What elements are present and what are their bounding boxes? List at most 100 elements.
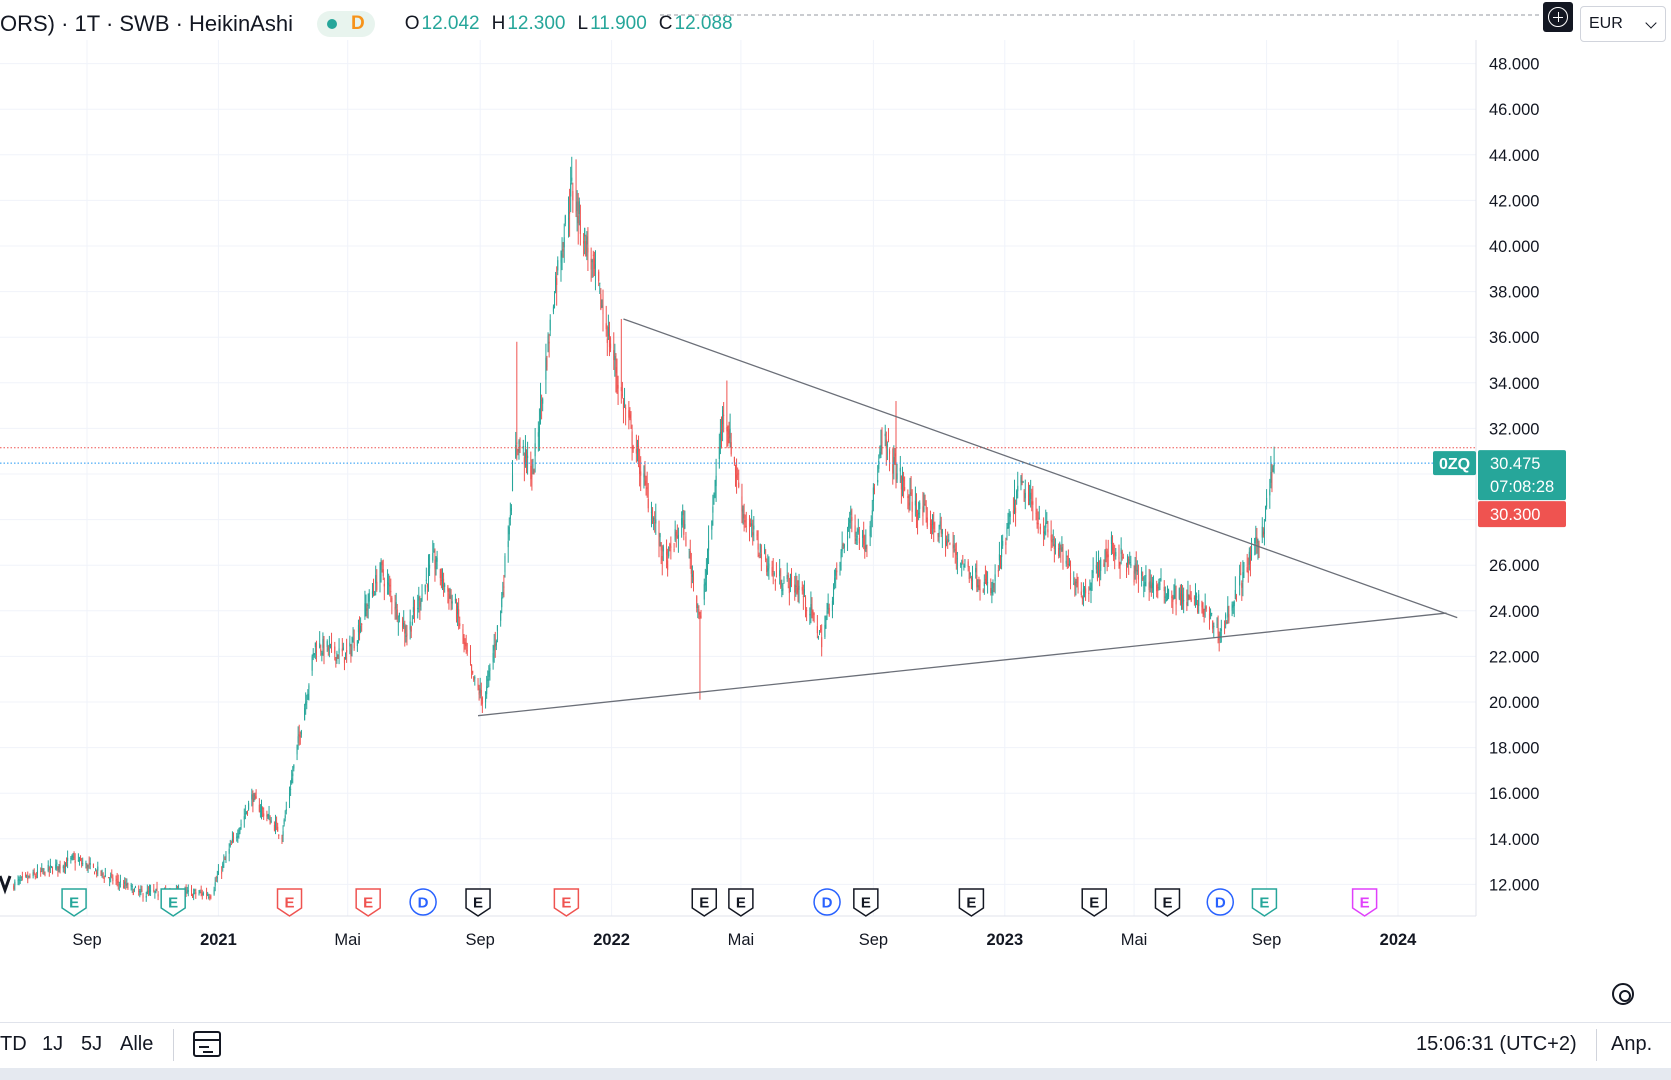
candle-body bbox=[658, 532, 660, 546]
candle-body bbox=[217, 871, 219, 875]
candle-body bbox=[1180, 590, 1183, 597]
candle-body bbox=[835, 570, 837, 576]
candle-body bbox=[919, 502, 921, 509]
candle-body bbox=[102, 873, 104, 875]
candle-body bbox=[388, 583, 390, 585]
candle-body bbox=[457, 605, 459, 615]
candle-body bbox=[854, 525, 856, 537]
candle-body bbox=[466, 650, 468, 652]
timezone-clock[interactable]: 15:06:31 (UTC+2) bbox=[1416, 1033, 1577, 1055]
candle-body bbox=[101, 870, 103, 872]
candle-body bbox=[112, 877, 114, 882]
candle-body bbox=[396, 609, 398, 620]
calendar-goto-icon[interactable] bbox=[193, 1031, 221, 1057]
candle-body bbox=[869, 525, 871, 537]
candle-body bbox=[765, 556, 767, 560]
price-axis-label: 24.000 bbox=[1489, 603, 1539, 621]
candle-body bbox=[1165, 600, 1167, 602]
candle-body bbox=[451, 601, 453, 604]
candle-body bbox=[892, 464, 894, 474]
candle-body bbox=[934, 531, 936, 533]
candle-body bbox=[449, 595, 451, 599]
candle-body bbox=[472, 670, 474, 674]
market-status-pill[interactable]: D bbox=[316, 11, 375, 37]
candle-body bbox=[840, 551, 842, 559]
candle-body bbox=[1240, 573, 1242, 575]
time-axis-label: Sep bbox=[859, 931, 888, 949]
candle-body bbox=[617, 384, 619, 389]
adjust-toggle[interactable]: Anp. bbox=[1611, 1033, 1653, 1055]
candle-body bbox=[306, 701, 308, 703]
candle-body bbox=[796, 587, 798, 593]
candle-body bbox=[1044, 531, 1046, 535]
range-ytd-button[interactable]: TD bbox=[0, 1033, 27, 1055]
candle-body bbox=[726, 426, 728, 432]
earnings-marker-icon bbox=[1351, 888, 1378, 917]
candle-body bbox=[223, 860, 225, 863]
range-1y-button[interactable]: 1J bbox=[42, 1033, 64, 1055]
high-value: 12.300 bbox=[507, 13, 566, 34]
candle-body bbox=[186, 891, 188, 893]
currency-value: EUR bbox=[1589, 15, 1623, 32]
candle-body bbox=[335, 657, 337, 662]
symbol-title[interactable]: ORS) · 1T · SWB · HeikinAshi bbox=[0, 11, 293, 36]
candle-body bbox=[767, 568, 769, 571]
candle-body bbox=[323, 644, 325, 655]
candle-body bbox=[668, 546, 670, 557]
candle-body bbox=[1075, 581, 1077, 583]
candle-body bbox=[486, 686, 488, 695]
candle-body bbox=[193, 892, 195, 895]
candle-body bbox=[419, 601, 421, 607]
candle-body bbox=[1163, 586, 1165, 592]
candle-body bbox=[786, 574, 788, 579]
candle-body bbox=[1208, 613, 1211, 621]
candle-body bbox=[900, 475, 902, 490]
red-price-tag bbox=[1478, 501, 1566, 528]
candle-body bbox=[88, 863, 90, 865]
candle-body bbox=[1210, 613, 1212, 616]
candle-body bbox=[350, 650, 352, 656]
candle-body bbox=[730, 442, 732, 455]
candle-body bbox=[440, 579, 442, 581]
candle-body bbox=[621, 394, 623, 396]
range-5y-button[interactable]: 5J bbox=[81, 1033, 103, 1055]
earnings-marker-icon bbox=[1081, 888, 1107, 917]
range-all-button[interactable]: Alle bbox=[120, 1033, 154, 1055]
candle-body bbox=[669, 544, 671, 547]
candle-body bbox=[1050, 535, 1052, 541]
candle-body bbox=[545, 357, 547, 380]
candle-body bbox=[729, 428, 731, 439]
chart-settings-icon[interactable] bbox=[1612, 983, 1634, 1005]
candle-body bbox=[124, 881, 126, 884]
candle-body bbox=[132, 891, 134, 895]
candle-body bbox=[425, 579, 427, 582]
candle-body bbox=[667, 560, 669, 570]
earnings-marker-icon bbox=[355, 888, 381, 917]
candle-body bbox=[330, 642, 333, 644]
candle-body bbox=[842, 544, 844, 546]
candle-body bbox=[95, 869, 97, 871]
candle-body bbox=[59, 864, 61, 869]
add-plus-button[interactable] bbox=[1543, 2, 1573, 32]
candle-body bbox=[454, 599, 456, 601]
candle-body bbox=[1052, 538, 1054, 540]
candle-body bbox=[404, 626, 406, 634]
candle-body bbox=[389, 584, 391, 587]
candle-body bbox=[282, 831, 284, 836]
event-marker-label: D bbox=[418, 895, 429, 912]
candle-body bbox=[1015, 507, 1017, 514]
candle-body bbox=[894, 453, 896, 457]
candle-body bbox=[899, 467, 901, 472]
candle-body bbox=[1203, 608, 1205, 615]
candle-body bbox=[291, 778, 293, 784]
candle-body bbox=[937, 533, 939, 538]
candle-body bbox=[541, 399, 543, 401]
candle-body bbox=[508, 526, 510, 535]
candle-body bbox=[185, 889, 187, 891]
candle-body bbox=[239, 827, 241, 832]
currency-select[interactable]: EUR bbox=[1580, 6, 1666, 42]
candle-body bbox=[946, 540, 948, 545]
candle-body bbox=[1232, 605, 1234, 608]
price-axis-label: 40.000 bbox=[1489, 238, 1539, 256]
